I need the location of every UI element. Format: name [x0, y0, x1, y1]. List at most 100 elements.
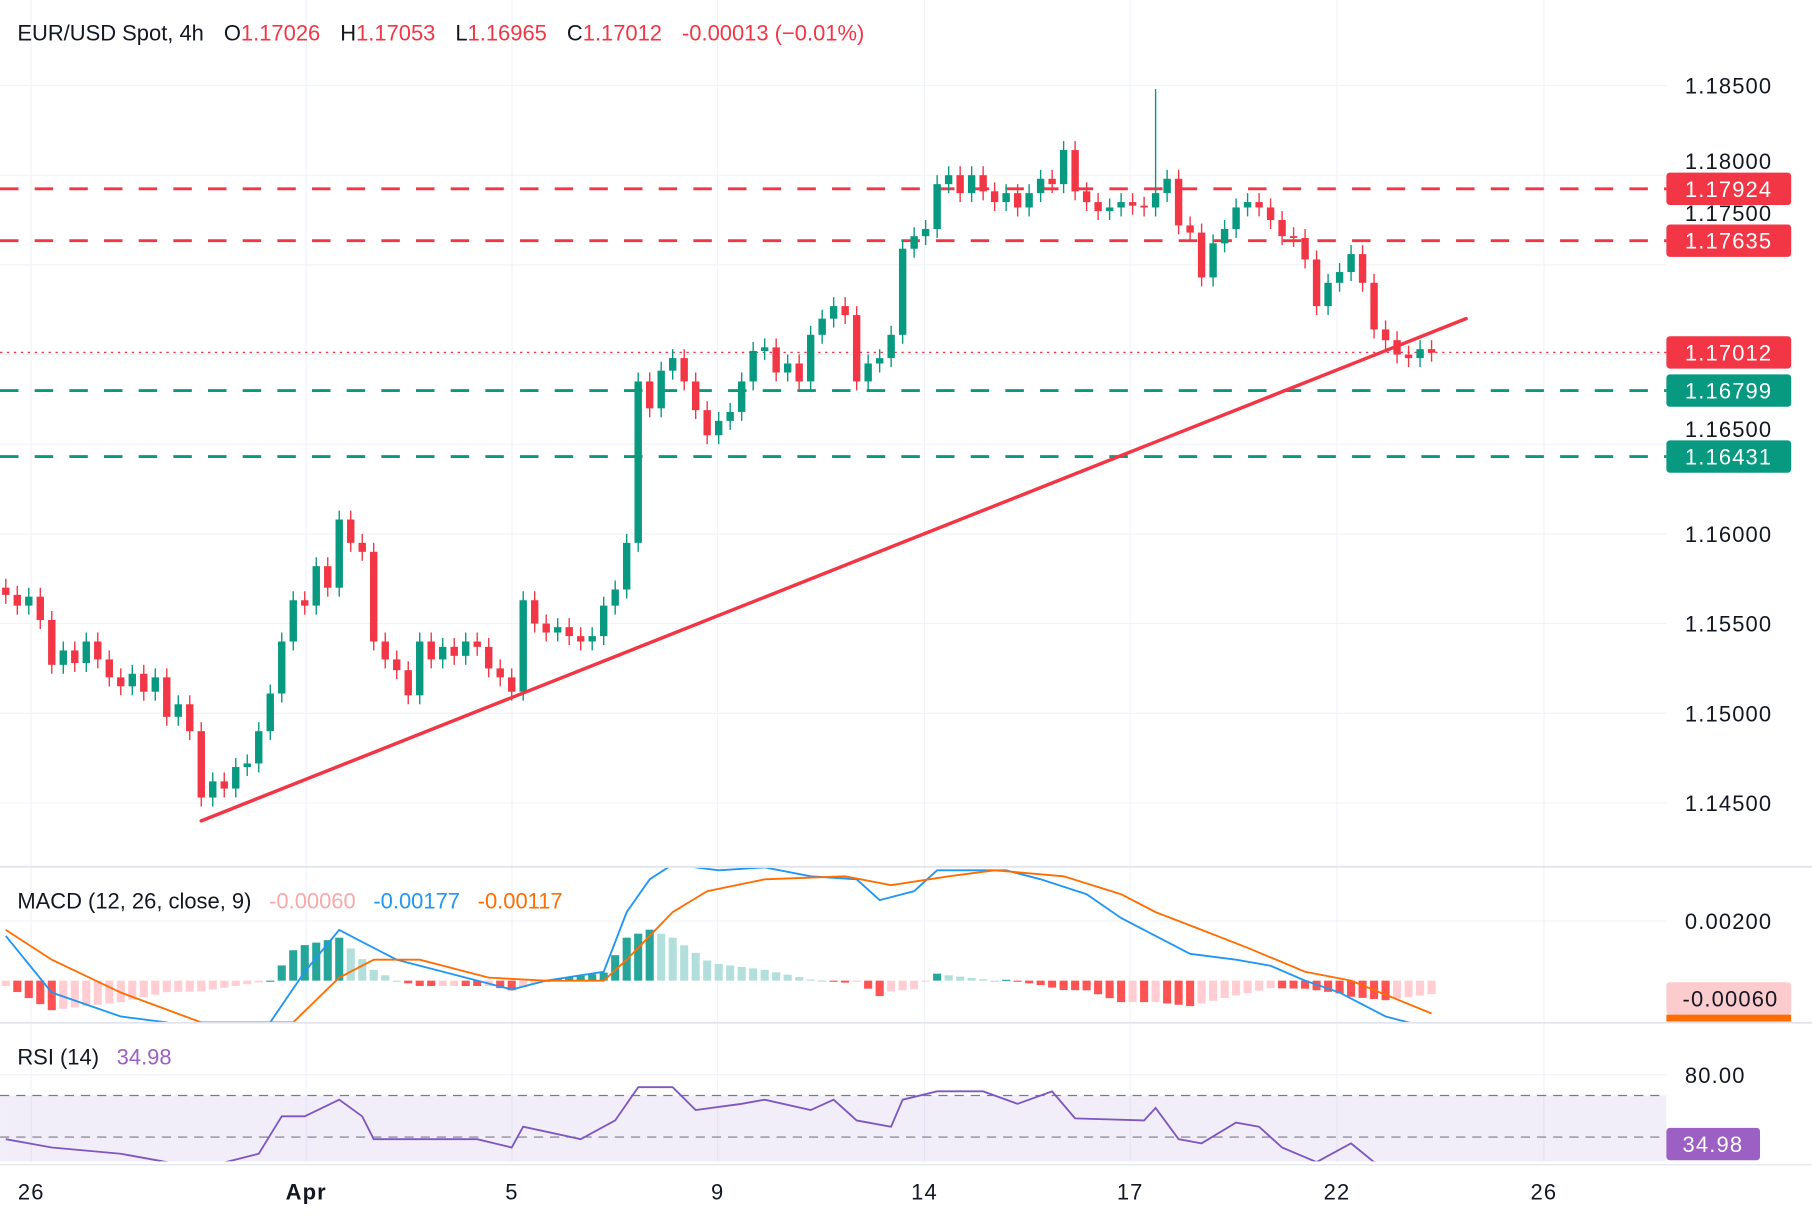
macd-histogram-bar	[346, 948, 355, 981]
macd-histogram-bar	[956, 976, 965, 981]
rsi-title: RSI (14)	[17, 1044, 99, 1069]
signal-value-badge	[1666, 1014, 1792, 1022]
candle-body	[381, 641, 389, 660]
candle-body	[887, 334, 895, 359]
candle-body	[864, 363, 872, 382]
macd-histogram-bar	[1335, 980, 1344, 994]
macd-histogram-bar	[335, 937, 344, 981]
macd-histogram-bar	[1013, 980, 1022, 982]
macd-histogram-bar	[1094, 980, 1103, 995]
macd-histogram-bar	[185, 980, 194, 992]
macd-histogram-bar	[312, 942, 321, 981]
macd-histogram-bar	[611, 955, 620, 981]
candle-body	[795, 363, 803, 382]
candle-body	[1036, 178, 1045, 194]
candle-body	[1209, 243, 1217, 278]
candle-body	[979, 175, 987, 192]
candle-body	[1197, 232, 1206, 278]
candle-body	[358, 542, 366, 552]
candle-body	[450, 646, 458, 656]
candle-body	[818, 318, 826, 335]
candle-body	[140, 673, 148, 692]
time-tick-label: 26	[18, 1180, 45, 1205]
candle-body	[933, 184, 941, 229]
macd-histogram-bar	[1105, 980, 1114, 999]
candle-body	[301, 600, 309, 606]
candle-body	[645, 381, 654, 409]
candle-body	[13, 594, 21, 606]
candle-body	[1266, 207, 1275, 221]
macd-line-value: -0.00177	[373, 888, 460, 913]
macd-histogram-bar	[680, 945, 689, 981]
candle-body	[335, 519, 343, 588]
macd-histogram-bar	[852, 980, 861, 982]
macd-histogram-bar	[404, 980, 413, 984]
candle-body	[944, 175, 953, 185]
macd-histogram-bar	[1243, 980, 1252, 994]
close-value: 1.17012	[583, 20, 662, 45]
macd-histogram-bar	[703, 960, 712, 981]
rsi-value: 34.98	[117, 1044, 172, 1069]
candle-body	[921, 228, 930, 237]
macd-histogram-bar	[300, 945, 309, 981]
price-tick-label: 1.17500	[1685, 201, 1772, 226]
macd-tick-label: 0.00200	[1685, 909, 1772, 934]
candle-body	[714, 420, 723, 436]
candle-body	[25, 596, 33, 606]
macd-histogram-bar	[1393, 980, 1402, 999]
macd-histogram-bar	[415, 980, 424, 987]
macd-histogram-bar	[829, 980, 838, 982]
candle-body	[220, 781, 228, 789]
price-tick-label: 1.18000	[1685, 149, 1772, 174]
macd-histogram-bar	[1404, 980, 1413, 998]
macd-histogram-bar	[450, 980, 459, 987]
candle-body	[48, 619, 56, 665]
macd-histogram-bar	[841, 980, 850, 983]
macd-histogram-bar	[473, 980, 482, 987]
macd-histogram-bar	[1071, 980, 1080, 991]
macd-line	[5, 867, 1414, 1023]
candle-body	[1025, 193, 1033, 208]
macd-histogram-bar	[231, 980, 240, 987]
macd-histogram-bar	[933, 973, 942, 981]
macd-histogram-bar	[1186, 980, 1195, 1007]
open-value: 1.17026	[241, 20, 320, 45]
price-level-badge	[1666, 374, 1792, 407]
candle-body	[990, 191, 999, 203]
price-level-badge	[1666, 172, 1792, 205]
candle-body	[1278, 220, 1286, 237]
candle-body	[186, 704, 194, 732]
candle-body	[1404, 354, 1413, 359]
candle-body	[956, 175, 964, 194]
candle-body	[496, 668, 504, 678]
macd-histogram-bar	[70, 980, 79, 1008]
candle-body	[2, 587, 10, 595]
macd-histogram-bar	[565, 977, 574, 981]
macd-title: MACD (12, 26, close, 9)	[17, 888, 251, 913]
macd-histogram-bar	[36, 980, 45, 1005]
candle-body	[404, 670, 412, 696]
candle-body	[393, 659, 401, 671]
price-tick-label: 1.16000	[1685, 522, 1772, 547]
macd-histogram-bar	[887, 980, 896, 992]
time-tick-label: 26	[1531, 1180, 1558, 1205]
candle-body	[94, 641, 102, 660]
price-axis[interactable]: 1.18500 1.18000 1.17500 1.16500 1.16000 1.155…	[1666, 74, 1792, 1161]
macd-histogram-bar	[772, 972, 781, 981]
time-axis[interactable]: 26 Apr 5 9 14 17 22 26	[18, 1180, 1557, 1205]
macd-histogram-bar	[59, 980, 68, 1009]
candle-body	[427, 641, 435, 660]
price-tick-label: 1.15000	[1685, 701, 1772, 726]
candle-body	[519, 600, 527, 692]
macd-histogram-bar	[162, 980, 171, 993]
macd-histogram-bar	[13, 980, 22, 993]
rsi-legend: RSI (14) 34.98	[17, 1044, 171, 1069]
macd-histogram-bar	[783, 974, 792, 981]
macd-histogram-bar	[243, 980, 252, 985]
candle-body	[105, 659, 113, 678]
time-tick-label: Apr	[286, 1180, 327, 1205]
macd-histogram-bar	[864, 980, 873, 989]
candle-body	[772, 347, 780, 373]
macd-pane	[1, 867, 1436, 1023]
